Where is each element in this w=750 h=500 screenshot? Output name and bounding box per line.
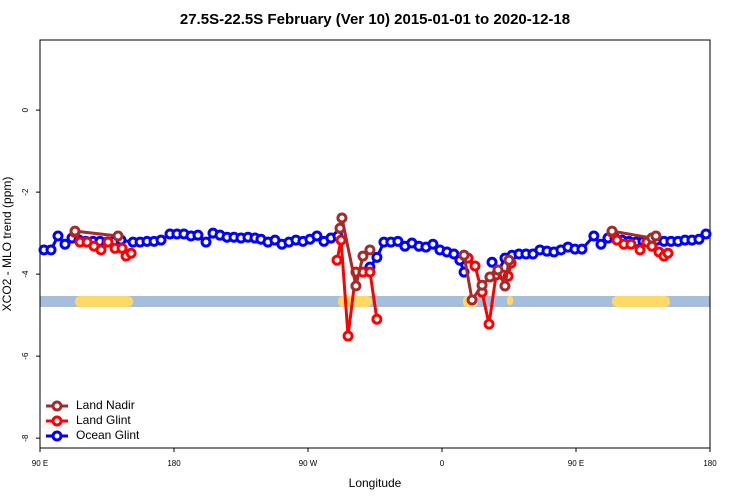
point: [59, 238, 71, 250]
y-tick-label: -8: [21, 434, 30, 442]
land-band: [612, 296, 670, 307]
point: [192, 229, 204, 241]
legend-label: Ocean Glint: [76, 428, 140, 442]
point: [331, 254, 343, 266]
x-tick-label: 180: [167, 459, 181, 468]
point: [371, 251, 383, 263]
point: [125, 247, 137, 259]
y-tick-label: -4: [21, 270, 30, 278]
y-tick-label: 0: [21, 107, 30, 112]
y-tick-label: -2: [21, 188, 30, 196]
point: [476, 279, 488, 291]
point: [95, 244, 107, 256]
point: [335, 234, 347, 246]
point: [200, 236, 212, 248]
point: [499, 280, 511, 292]
land-band: [507, 296, 513, 305]
point: [364, 266, 376, 278]
point: [483, 318, 495, 330]
point: [342, 330, 354, 342]
point: [469, 260, 481, 272]
x-tick-label: 180: [703, 459, 717, 468]
chart-title: 27.5S-22.5S February (Ver 10) 2015-01-01…: [180, 11, 570, 28]
point: [69, 225, 81, 237]
x-tick-label: 90 E: [568, 459, 584, 468]
point: [466, 294, 478, 306]
y-axis-label: XCO2 - MLO trend (ppm): [0, 177, 14, 312]
legend-marker: [51, 415, 63, 427]
point: [102, 236, 114, 248]
y-tick-label: -6: [21, 352, 30, 360]
point: [576, 243, 588, 255]
point: [492, 264, 504, 276]
point: [625, 238, 637, 250]
point: [595, 238, 607, 250]
point: [45, 244, 57, 256]
point: [503, 254, 515, 266]
point: [52, 230, 64, 242]
legend-marker: [51, 430, 63, 442]
legend-label: Land Glint: [76, 413, 131, 427]
point: [693, 233, 705, 245]
x-tick-label: 90 W: [299, 459, 318, 468]
point: [112, 230, 124, 242]
legend-marker: [51, 400, 63, 412]
point: [588, 230, 600, 242]
point: [350, 280, 362, 292]
point: [371, 313, 383, 325]
point: [357, 250, 369, 262]
point: [334, 222, 346, 234]
plot-frame: [39, 39, 711, 449]
point: [116, 242, 128, 254]
point: [364, 244, 376, 256]
point: [700, 228, 712, 240]
point: [484, 271, 496, 283]
legend-label: Land Nadir: [76, 398, 135, 412]
x-axis-label: Longitude: [349, 476, 402, 490]
x-tick-label: 0: [440, 459, 445, 468]
land-band: [75, 296, 133, 307]
point: [650, 230, 662, 242]
point: [155, 234, 167, 246]
point: [448, 248, 460, 260]
point: [392, 235, 404, 247]
point: [606, 225, 618, 237]
point: [634, 244, 646, 256]
point: [662, 247, 674, 259]
point: [458, 249, 470, 261]
point: [311, 230, 323, 242]
point: [336, 212, 348, 224]
x-tick-label: 90 E: [32, 459, 48, 468]
point: [427, 238, 439, 250]
land-band: [338, 296, 372, 307]
point: [486, 256, 498, 268]
